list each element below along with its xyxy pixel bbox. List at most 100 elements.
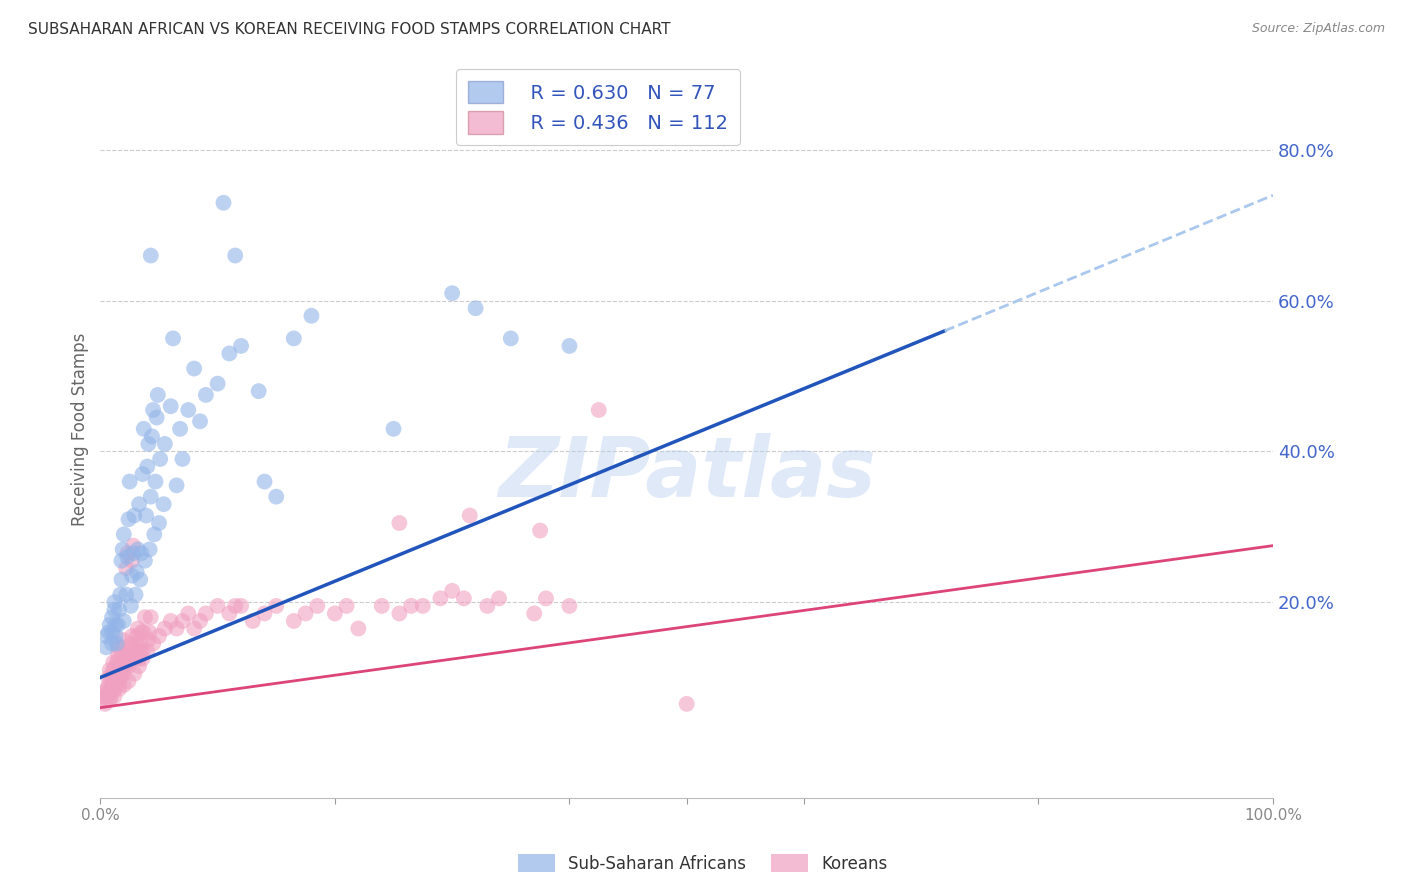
Text: ZIPatlas: ZIPatlas: [498, 433, 876, 514]
Point: [128, 651, 150, 665]
Y-axis label: Receiving Food Stamps: Receiving Food Stamps: [72, 332, 89, 525]
Point: [172, 452, 194, 467]
Point: [177, 403, 200, 417]
Point: [104, 629, 127, 643]
Point: [523, 607, 546, 621]
Point: [131, 644, 153, 658]
Point: [183, 361, 205, 376]
Point: [558, 339, 581, 353]
Point: [124, 666, 146, 681]
Point: [125, 637, 148, 651]
Point: [104, 617, 127, 632]
Point: [224, 248, 246, 262]
Point: [142, 637, 165, 651]
Point: [172, 614, 194, 628]
Point: [89, 693, 111, 707]
Point: [122, 546, 145, 560]
Point: [141, 429, 163, 443]
Point: [132, 422, 155, 436]
Point: [412, 599, 434, 613]
Point: [104, 666, 127, 681]
Point: [98, 617, 121, 632]
Point: [101, 681, 124, 696]
Point: [129, 573, 152, 587]
Point: [166, 478, 188, 492]
Point: [117, 549, 139, 564]
Point: [96, 629, 118, 643]
Point: [149, 452, 172, 467]
Point: [229, 339, 252, 353]
Point: [382, 422, 405, 436]
Point: [110, 554, 132, 568]
Point: [183, 622, 205, 636]
Point: [103, 656, 125, 670]
Point: [558, 599, 581, 613]
Point: [114, 656, 136, 670]
Legend:   R = 0.630   N = 77,   R = 0.436   N = 112: R = 0.630 N = 77, R = 0.436 N = 112: [456, 70, 740, 145]
Point: [134, 554, 156, 568]
Point: [588, 403, 610, 417]
Point: [194, 607, 217, 621]
Point: [132, 625, 155, 640]
Point: [162, 331, 184, 345]
Point: [110, 588, 132, 602]
Point: [125, 629, 148, 643]
Point: [139, 610, 162, 624]
Point: [499, 331, 522, 345]
Point: [264, 599, 287, 613]
Point: [127, 542, 149, 557]
Point: [112, 678, 135, 692]
Point: [103, 602, 125, 616]
Point: [152, 497, 174, 511]
Point: [159, 614, 181, 628]
Point: [101, 610, 124, 624]
Point: [101, 637, 124, 651]
Point: [105, 656, 128, 670]
Point: [108, 678, 131, 692]
Point: [488, 591, 510, 606]
Point: [91, 690, 114, 704]
Point: [371, 599, 394, 613]
Point: [98, 663, 121, 677]
Point: [115, 588, 138, 602]
Point: [124, 508, 146, 523]
Point: [122, 539, 145, 553]
Point: [194, 388, 217, 402]
Point: [143, 527, 166, 541]
Point: [301, 309, 323, 323]
Point: [138, 542, 160, 557]
Point: [110, 663, 132, 677]
Point: [120, 637, 142, 651]
Point: [399, 599, 422, 613]
Point: [458, 508, 481, 523]
Point: [112, 527, 135, 541]
Point: [218, 346, 240, 360]
Point: [224, 599, 246, 613]
Point: [131, 625, 153, 640]
Point: [115, 648, 138, 662]
Point: [429, 591, 451, 606]
Point: [121, 568, 143, 582]
Point: [125, 565, 148, 579]
Point: [118, 475, 141, 489]
Point: [138, 632, 160, 647]
Point: [253, 607, 276, 621]
Point: [118, 644, 141, 658]
Point: [464, 301, 486, 316]
Point: [159, 399, 181, 413]
Point: [477, 599, 499, 613]
Point: [136, 644, 159, 658]
Point: [98, 693, 121, 707]
Point: [100, 690, 122, 704]
Point: [145, 410, 167, 425]
Point: [138, 437, 160, 451]
Point: [131, 651, 153, 665]
Point: [112, 614, 135, 628]
Point: [441, 583, 464, 598]
Point: [139, 248, 162, 262]
Point: [115, 561, 138, 575]
Point: [112, 666, 135, 681]
Point: [534, 591, 557, 606]
Point: [121, 554, 143, 568]
Point: [110, 666, 132, 681]
